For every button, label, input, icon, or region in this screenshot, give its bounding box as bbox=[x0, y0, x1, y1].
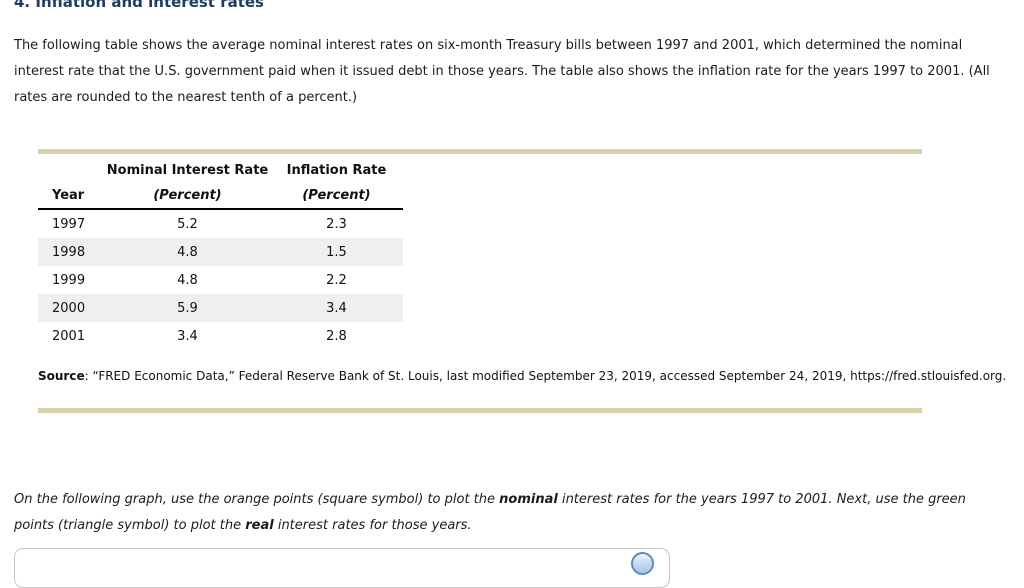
table-top-accent-bar bbox=[38, 149, 922, 154]
year-cell: 1999 bbox=[52, 272, 86, 288]
emphasis-real: real bbox=[245, 518, 274, 533]
year-cell: 2001 bbox=[52, 328, 86, 344]
inflation-cell: 2.8 bbox=[326, 328, 347, 344]
year-cell: 1998 bbox=[52, 244, 86, 260]
source-label: Source bbox=[38, 369, 85, 383]
rates-table: Nominal Interest Rate Inflation Rate Yea… bbox=[38, 154, 403, 350]
inflation-cell: 1.5 bbox=[326, 244, 347, 260]
intro-line-2: interest rate that the U.S. government p… bbox=[14, 64, 990, 79]
table-row: 1998 4.8 1.5 bbox=[38, 238, 403, 266]
instruction-line-2: points (triangle symbol) to plot the rea… bbox=[14, 518, 472, 533]
header-inflation-unit: (Percent) bbox=[302, 188, 371, 203]
emphasis-nominal: nominal bbox=[499, 492, 558, 507]
page-title: 4. Inflation and interest rates bbox=[14, 0, 264, 11]
header-inflation: Inflation Rate bbox=[286, 163, 387, 178]
intro-line-3: rates are rounded to the nearest tenth o… bbox=[14, 90, 358, 105]
table-row: 1997 5.2 2.3 bbox=[38, 210, 403, 238]
table-row: 2000 5.9 3.4 bbox=[38, 294, 403, 322]
nominal-cell: 5.9 bbox=[177, 300, 198, 316]
table-header: Nominal Interest Rate Inflation Rate Yea… bbox=[38, 154, 403, 210]
header-nominal-unit: (Percent) bbox=[153, 188, 222, 203]
inflation-cell: 2.2 bbox=[326, 272, 347, 288]
header-year: Year bbox=[52, 188, 85, 203]
year-cell: 2000 bbox=[52, 300, 86, 316]
table-bottom-accent-bar bbox=[38, 408, 922, 413]
inflation-cell: 2.3 bbox=[326, 216, 347, 232]
graph-instruction: On the following graph, use the orange p… bbox=[14, 487, 1014, 539]
year-cell: 1997 bbox=[52, 216, 86, 232]
intro-line-1: The following table shows the average no… bbox=[14, 38, 963, 53]
help-icon[interactable] bbox=[631, 552, 654, 575]
intro-paragraph: The following table shows the average no… bbox=[14, 33, 1014, 111]
table-row: 2001 3.4 2.8 bbox=[38, 322, 403, 350]
nominal-cell: 5.2 bbox=[177, 216, 198, 232]
nominal-cell: 4.8 bbox=[177, 244, 198, 260]
table-body: 1997 5.2 2.3 1998 4.8 1.5 1999 4.8 2.2 2… bbox=[38, 210, 403, 350]
nominal-cell: 4.8 bbox=[177, 272, 198, 288]
question-page: 4. Inflation and interest rates The foll… bbox=[14, 0, 1014, 588]
header-nominal: Nominal Interest Rate bbox=[106, 163, 269, 178]
instruction-line-1: On the following graph, use the orange p… bbox=[14, 492, 966, 507]
table-row: 1999 4.8 2.2 bbox=[38, 266, 403, 294]
table-source: Source: “FRED Economic Data,” Federal Re… bbox=[38, 369, 1006, 383]
source-text: : “FRED Economic Data,” Federal Reserve … bbox=[84, 369, 1007, 383]
inflation-cell: 3.4 bbox=[326, 300, 347, 316]
graph-panel[interactable] bbox=[14, 548, 670, 588]
nominal-cell: 3.4 bbox=[177, 328, 198, 344]
